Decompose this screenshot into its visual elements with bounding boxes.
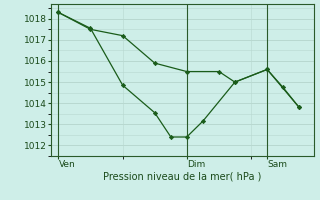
X-axis label: Pression niveau de la mer( hPa ): Pression niveau de la mer( hPa ) <box>103 172 261 182</box>
